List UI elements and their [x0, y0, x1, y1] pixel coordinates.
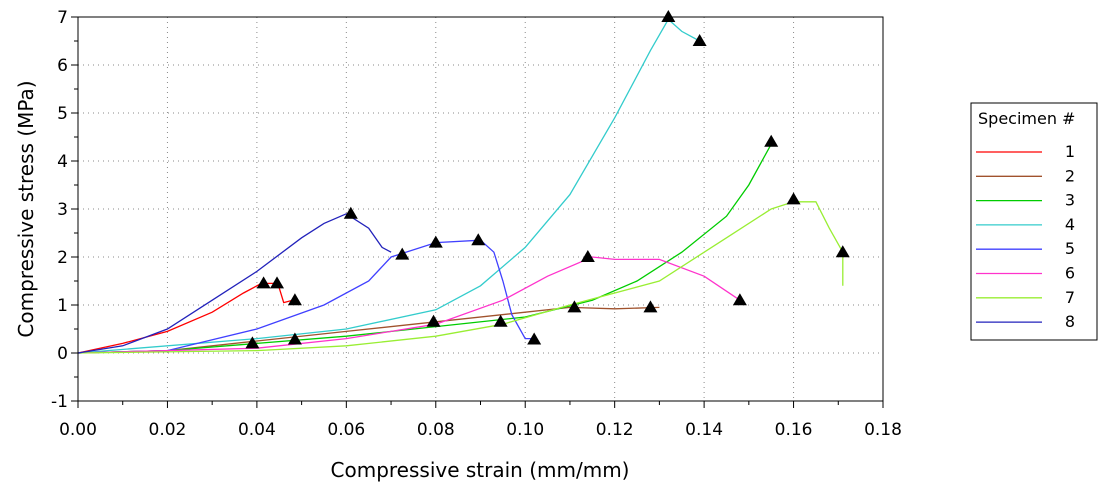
data-marker — [245, 336, 260, 349]
series-line-6 — [77, 256, 741, 354]
series-lines — [77, 18, 844, 354]
legend: Specimen # 1 2 3 4 5 6 7 8 — [970, 102, 1098, 341]
data-marker — [428, 235, 443, 248]
x-tick-label: 0.02 — [149, 420, 187, 440]
x-tick-label: 0.14 — [685, 420, 723, 440]
y-tick-label: 6 — [57, 56, 68, 76]
data-marker — [786, 192, 801, 205]
legend-title: Specimen # — [978, 109, 1075, 128]
data-marker — [343, 206, 358, 219]
legend-label: 2 — [1065, 166, 1075, 185]
y-tick-label: 0 — [57, 344, 68, 364]
series-line-8 — [77, 213, 392, 354]
data-marker — [527, 332, 542, 345]
x-tick-label: 0.16 — [775, 420, 813, 440]
x-tick-label: 0.04 — [238, 420, 276, 440]
y-tick-label: -1 — [51, 392, 68, 412]
series-line-4 — [77, 18, 700, 354]
legend-label: 8 — [1065, 312, 1075, 331]
x-tick-label: 0.10 — [506, 420, 544, 440]
y-tick-label: 4 — [57, 152, 68, 172]
x-tick-label: 0.06 — [327, 420, 365, 440]
x-axis-title: Compressive strain (mm/mm) — [331, 458, 630, 482]
data-marker — [580, 250, 595, 262]
series-line-3 — [77, 143, 772, 354]
data-marker — [661, 10, 676, 22]
x-axis: 0.00 0.02 0.04 0.06 0.08 0.10 0.12 0.14 0.16 0.18 — [59, 401, 902, 440]
data-marker — [643, 300, 658, 313]
y-tick-label: 5 — [57, 104, 68, 124]
data-marker — [471, 233, 486, 246]
legend-label: 5 — [1065, 239, 1075, 258]
data-marker — [567, 300, 582, 313]
data-marker — [835, 245, 850, 258]
legend-label: 4 — [1065, 215, 1075, 234]
data-marker — [256, 276, 271, 289]
data-marker — [493, 314, 508, 327]
data-marker — [287, 293, 302, 306]
markers — [245, 10, 850, 349]
y-axis-title: Compressive stress (MPa) — [14, 80, 38, 337]
x-tick-label: 0.08 — [417, 420, 455, 440]
series-line-7 — [77, 201, 844, 354]
grid — [78, 17, 883, 401]
legend-entries: 1 2 3 4 5 6 7 8 — [976, 142, 1075, 331]
legend-label: 1 — [1065, 142, 1075, 161]
data-marker — [287, 332, 302, 345]
data-marker — [426, 314, 441, 327]
data-marker — [692, 34, 707, 46]
legend-frame — [970, 102, 1098, 341]
x-tick-label: 0.00 — [59, 420, 97, 440]
y-tick-label: 3 — [57, 200, 68, 220]
data-marker — [395, 247, 410, 260]
data-marker — [732, 293, 747, 306]
legend-label: 7 — [1065, 288, 1075, 307]
y-axis: -1 0 1 2 3 4 5 6 7 — [51, 8, 78, 412]
legend-label: 6 — [1065, 264, 1075, 283]
y-tick-label: 2 — [57, 248, 68, 268]
legend-label: 3 — [1065, 191, 1075, 210]
y-tick-label: 1 — [57, 296, 68, 316]
data-marker — [270, 276, 285, 289]
data-marker — [764, 134, 779, 147]
x-tick-label: 0.18 — [864, 420, 902, 440]
y-tick-label: 7 — [57, 8, 68, 28]
x-tick-label: 0.12 — [596, 420, 634, 440]
